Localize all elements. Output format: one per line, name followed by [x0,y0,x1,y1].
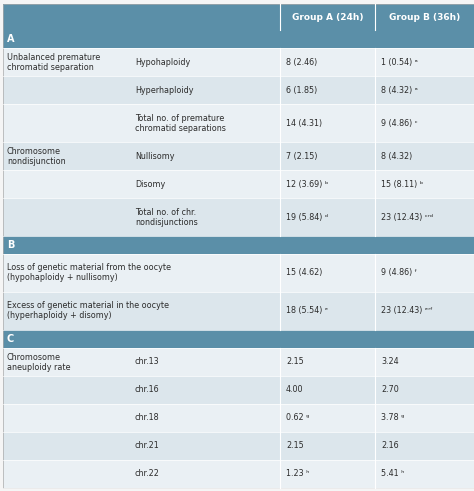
Text: aneuploidy rate: aneuploidy rate [7,362,71,372]
Text: Group B (36h): Group B (36h) [389,12,460,22]
Text: nondisjunction: nondisjunction [7,157,65,165]
Text: 12 (3.69) ᵇ: 12 (3.69) ᵇ [286,180,328,189]
Text: 3.78 ᵍ: 3.78 ᵍ [381,413,404,422]
Text: 15 (8.11) ᵇ: 15 (8.11) ᵇ [381,180,423,189]
Text: (hypohaploidy + nullisomy): (hypohaploidy + nullisomy) [7,273,118,282]
Text: chr.18: chr.18 [135,413,160,422]
Bar [3,48,474,76]
Text: 8 (4.32) ᵃ: 8 (4.32) ᵃ [381,85,418,94]
Bar [3,330,474,348]
Bar [3,104,474,142]
Text: chromatid separations: chromatid separations [135,124,226,133]
Text: Hyperhaploidy: Hyperhaploidy [135,85,193,94]
Text: 14 (4.31): 14 (4.31) [286,118,322,128]
Text: Nullisomy: Nullisomy [135,152,174,161]
Text: 23 (12.43) ᵉʳᶠ: 23 (12.43) ᵉʳᶠ [381,306,433,316]
Bar [3,142,474,170]
Text: Loss of genetic material from the oocyte: Loss of genetic material from the oocyte [7,264,171,273]
Text: C: C [7,334,14,344]
Text: Disomy: Disomy [135,180,165,189]
Text: Chromosome: Chromosome [7,353,61,361]
Text: 8 (4.32): 8 (4.32) [381,152,412,161]
Text: Group A (24h): Group A (24h) [292,12,363,22]
Text: 9 (4.86) ᶜ: 9 (4.86) ᶜ [381,118,418,128]
Text: 6 (1.85): 6 (1.85) [286,85,317,94]
Text: Excess of genetic material in the oocyte: Excess of genetic material in the oocyte [7,301,169,310]
Text: Chromosome: Chromosome [7,146,61,156]
Text: Total no. of premature: Total no. of premature [135,113,224,122]
Text: 2.70: 2.70 [381,385,399,394]
Text: 8 (2.46): 8 (2.46) [286,57,317,66]
Text: chromatid separation: chromatid separation [7,62,94,72]
Text: 2.15: 2.15 [286,357,304,366]
Text: Total no. of chr.: Total no. of chr. [135,208,196,217]
Text: chr.13: chr.13 [135,357,160,366]
Bar [3,292,474,330]
Bar [3,76,474,104]
Text: A: A [7,34,15,44]
Bar [3,254,474,292]
Bar [3,236,474,254]
Text: (hyperhaploidy + disomy): (hyperhaploidy + disomy) [7,311,111,321]
Text: 9 (4.86) ᶠ: 9 (4.86) ᶠ [381,269,417,277]
Text: chr.22: chr.22 [135,469,160,479]
Bar [3,4,474,30]
Text: 1 (0.54) ᵃ: 1 (0.54) ᵃ [381,57,418,66]
Text: Hypohaploidy: Hypohaploidy [135,57,190,66]
Text: 15 (4.62): 15 (4.62) [286,269,322,277]
Text: 2.15: 2.15 [286,441,304,451]
Bar [3,30,474,48]
Text: chr.16: chr.16 [135,385,160,394]
Text: 23 (12.43) ᶜʳᵈ: 23 (12.43) ᶜʳᵈ [381,213,433,221]
Text: 1.23 ʰ: 1.23 ʰ [286,469,310,479]
Text: B: B [7,240,14,250]
Text: Unbalanced premature: Unbalanced premature [7,53,100,61]
Text: 7 (2.15): 7 (2.15) [286,152,318,161]
Bar [3,460,474,488]
Text: chr.21: chr.21 [135,441,160,451]
Text: 18 (5.54) ᵉ: 18 (5.54) ᵉ [286,306,328,316]
Bar [3,376,474,404]
Bar [3,348,474,376]
Text: 2.16: 2.16 [381,441,399,451]
Text: 5.41 ʰ: 5.41 ʰ [381,469,404,479]
Bar [3,404,474,432]
Text: nondisjunctions: nondisjunctions [135,218,198,226]
Bar [3,432,474,460]
Text: 4.00: 4.00 [286,385,303,394]
Bar [3,198,474,236]
Text: 0.62 ᵍ: 0.62 ᵍ [286,413,310,422]
Text: 19 (5.84) ᵈ: 19 (5.84) ᵈ [286,213,328,221]
Text: 3.24: 3.24 [381,357,399,366]
Bar [3,170,474,198]
